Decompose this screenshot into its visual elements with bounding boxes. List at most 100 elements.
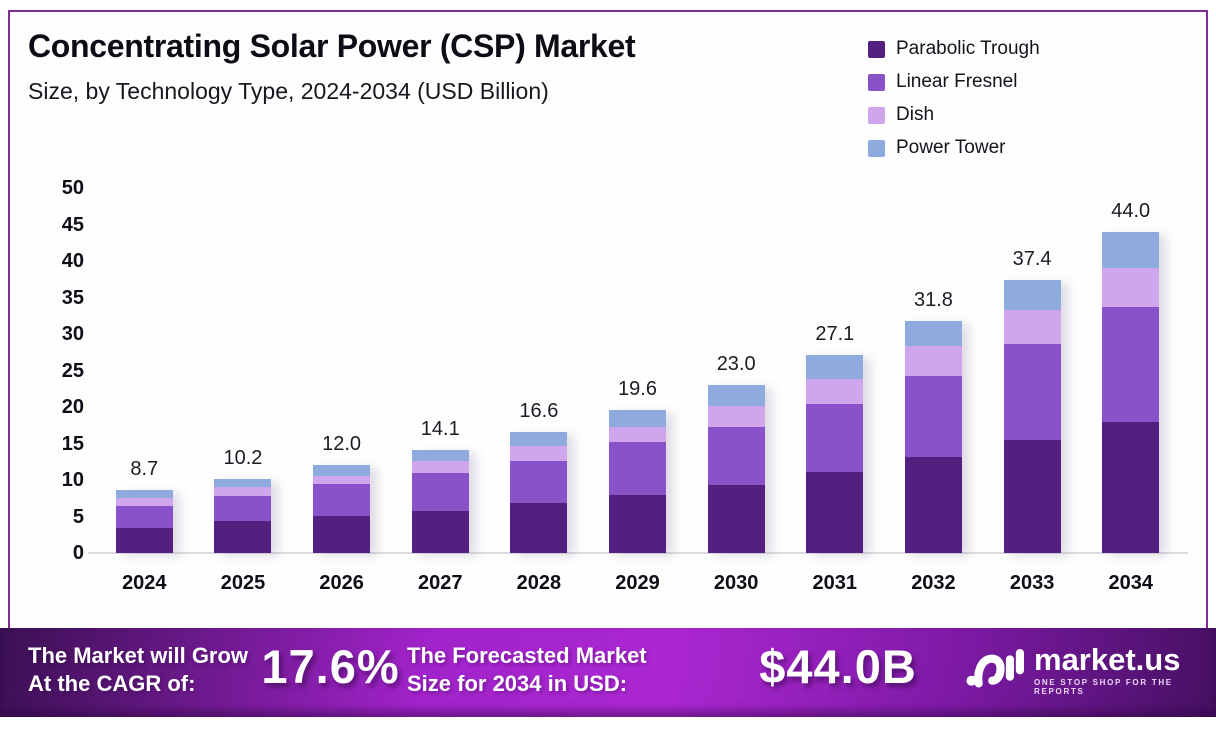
- stacked-bar: [1003, 280, 1061, 553]
- bar-segment-dish: [411, 461, 469, 474]
- bar-slot: 10.2: [194, 188, 293, 553]
- bar-segment-power-tower: [214, 478, 272, 488]
- x-axis-label: 2025: [220, 572, 266, 594]
- bar-segment-power-tower: [1102, 231, 1160, 269]
- stacked-bar: [313, 465, 371, 553]
- bar-total-label: 16.6: [519, 399, 559, 422]
- bar-slot: 8.7: [95, 188, 194, 553]
- bar-segment-power-tower: [609, 409, 667, 427]
- y-axis-tick-label: 45: [61, 213, 84, 236]
- forecast-label-line2: Size for 2034 in USD:: [407, 671, 628, 696]
- bar-segment-parabolic-trough: [115, 528, 173, 553]
- y-axis-tick-label: 0: [72, 542, 84, 564]
- x-axis-label: 2034: [1108, 572, 1153, 594]
- legend-label: Dish: [896, 104, 935, 125]
- bar-segment-parabolic-trough: [1102, 421, 1160, 553]
- x-axis-label: 2031: [812, 572, 858, 594]
- forecast-label: The Forecasted Market Size for 2034 in U…: [407, 642, 647, 698]
- legend-item: Dish: [868, 104, 1040, 126]
- bar-segment-dish: [1102, 268, 1160, 307]
- forecast-label-line1: The Forecasted Market: [407, 643, 647, 668]
- page-subtitle: Size, by Technology Type, 2024-2034 (USD…: [28, 78, 549, 104]
- marketus-logo-text-block: market.us ONE STOP SHOP FOR THE REPORTS: [1034, 642, 1216, 697]
- bar-segment-linear-fresnel: [214, 496, 272, 521]
- y-axis-tick-label: 20: [61, 396, 84, 418]
- x-axis-label: 2032: [911, 572, 956, 594]
- bar-slot: 27.1: [785, 188, 884, 553]
- bar-segment-parabolic-trough: [411, 510, 469, 553]
- bar-slot: 14.1: [391, 188, 490, 553]
- y-axis-tick-label: 50: [61, 177, 84, 199]
- bar-segment-power-tower: [806, 355, 864, 379]
- bar-segment-parabolic-trough: [806, 471, 864, 553]
- x-axis-label: 2033: [1009, 572, 1055, 594]
- legend-swatch-icon: [868, 139, 885, 157]
- marketus-logo-text: market.us: [1034, 642, 1181, 677]
- bar-slot: 23.0: [687, 188, 786, 553]
- bar-slot: 44.0: [1081, 188, 1180, 553]
- bar-segment-dish: [214, 487, 272, 497]
- bar-total-label: 19.6: [618, 377, 657, 400]
- legend: Parabolic Trough Linear Fresnel Dish Power …: [868, 38, 1040, 159]
- page-title: Concentrating Solar Power (CSP) Market: [28, 28, 636, 64]
- legend-item: Power Tower: [868, 137, 1040, 159]
- y-axis-tick-label: 30: [61, 323, 84, 345]
- bar-total-label: 44.0: [1111, 199, 1151, 222]
- x-axis: 2024 2025 2026 2027 2028 2029 2030 2031 2032 2033…: [95, 572, 1180, 595]
- bar-total-label: 10.2: [223, 446, 263, 469]
- bar-segment-parabolic-trough: [904, 456, 962, 553]
- bar-total-label: 14.1: [420, 418, 460, 441]
- bar-total-label: 8.7: [130, 457, 159, 480]
- x-axis-label: 2028: [516, 572, 562, 594]
- bar-segment-dish: [115, 497, 173, 507]
- x-axis-label: 2027: [417, 572, 463, 594]
- bar-total-label: 37.4: [1012, 248, 1052, 270]
- bar-segment-linear-fresnel: [411, 473, 469, 511]
- bar-segment-dish: [510, 445, 568, 462]
- y-axis-tick-label: 35: [61, 286, 84, 309]
- cagr-label-line1: The Market will Grow: [28, 643, 249, 668]
- bar-segment-linear-fresnel: [609, 442, 667, 495]
- y-axis-tick-label: 25: [61, 359, 84, 382]
- stacked-bar: [609, 409, 667, 553]
- x-axis-line: [88, 552, 1188, 554]
- cagr-label-line2: At the CAGR of:: [28, 671, 196, 696]
- stacked-bar: [707, 385, 765, 553]
- marketus-logo: market.us ONE STOP SHOP FOR THE REPORTS: [966, 644, 1216, 696]
- bar-slot: 12.0: [292, 188, 391, 553]
- cagr-label: The Market will Grow At the CAGR of:: [28, 642, 248, 698]
- bar-segment-parabolic-trough: [1003, 439, 1061, 553]
- bar-segment-dish: [904, 346, 962, 376]
- stacked-bar: [806, 355, 864, 553]
- bar-segment-dish: [313, 475, 371, 485]
- bar-segment-dish: [1003, 309, 1061, 344]
- bar-segment-parabolic-trough: [707, 485, 765, 553]
- bar-segment-linear-fresnel: [1003, 343, 1061, 440]
- stacked-bar: [510, 431, 568, 553]
- bar-segment-power-tower: [1003, 280, 1061, 310]
- stacked-bar: [411, 450, 469, 553]
- bar-segment-parabolic-trough: [609, 494, 667, 553]
- bar-total-label: 23.0: [716, 353, 756, 376]
- legend-label: Power Tower: [896, 137, 1006, 158]
- x-axis-label: 2024: [122, 572, 167, 594]
- bar-slot: 16.6: [490, 188, 589, 553]
- bar-segment-dish: [707, 405, 765, 427]
- bar-segment-power-tower: [904, 320, 962, 347]
- bar-segment-parabolic-trough: [214, 520, 272, 553]
- bar-segment-linear-fresnel: [1102, 307, 1160, 422]
- stacked-bar: [214, 478, 272, 553]
- legend-swatch-icon: [868, 40, 885, 58]
- bar-segment-power-tower: [707, 385, 765, 406]
- bar-total-label: 27.1: [815, 323, 855, 346]
- legend-label: Parabolic Trough: [896, 38, 1040, 59]
- bar-segment-linear-fresnel: [313, 484, 371, 516]
- marketus-logo-tagline: ONE STOP SHOP FOR THE REPORTS: [1034, 678, 1173, 696]
- y-axis-tick-label: 10: [61, 469, 84, 491]
- x-axis-label: 2030: [713, 572, 759, 594]
- bar-segment-linear-fresnel: [707, 426, 765, 486]
- stacked-bar: [1102, 231, 1160, 553]
- bar-segment-linear-fresnel: [510, 461, 568, 504]
- y-axis: 0 5 10 15 20 25 30 35 40 45 50: [0, 177, 84, 564]
